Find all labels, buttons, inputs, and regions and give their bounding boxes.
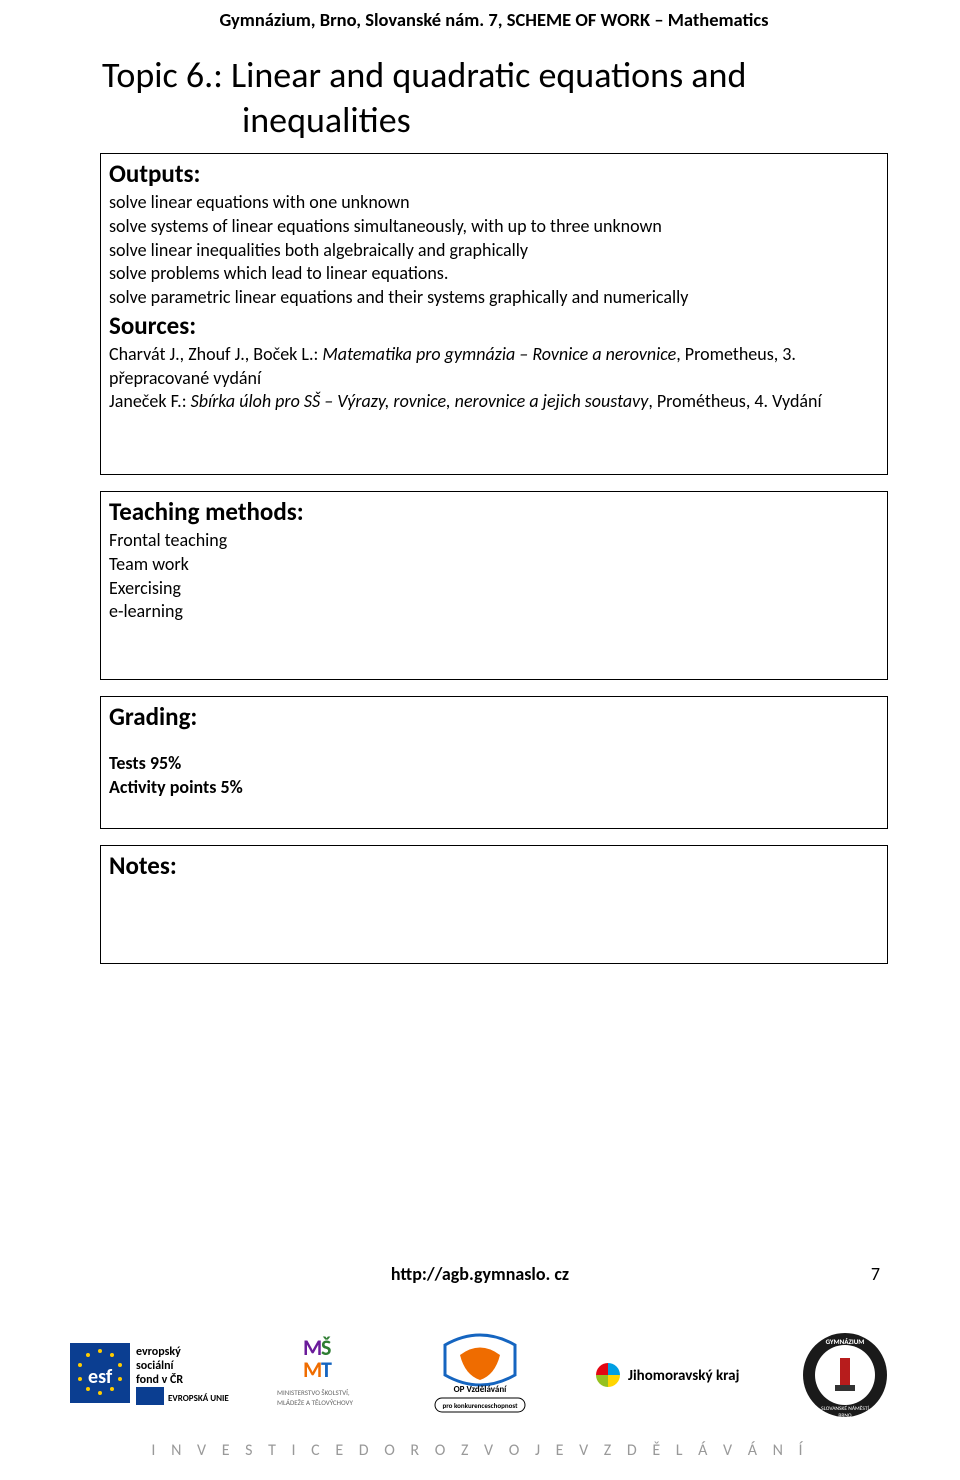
document-header: Gymnázium, Brno, Slovanské nám. 7, SCHEM…: [100, 8, 888, 31]
grading-line-1: Activity points 5%: [109, 776, 879, 800]
sources-heading: Sources:: [109, 310, 879, 341]
svg-text:MINISTERSTVO ŠKOLSTVÍ,: MINISTERSTVO ŠKOLSTVÍ,: [277, 1388, 350, 1397]
svg-text:OP Vzdělávání: OP Vzdělávání: [454, 1384, 508, 1395]
svg-text:BRNO: BRNO: [838, 1413, 852, 1419]
svg-text:EVROPSKÁ UNIE: EVROPSKÁ UNIE: [168, 1392, 229, 1404]
esf-logo: esf evropský sociální fond v ČR EVROPSKÁ…: [70, 1335, 230, 1415]
teaching-heading: Teaching methods:: [109, 496, 879, 527]
svg-text:GYMNÁZIUM: GYMNÁZIUM: [826, 1337, 865, 1346]
footer-invest-text: I N V E S T I C E D O R O Z V O J E V Z …: [0, 1441, 960, 1460]
teaching-box: Teaching methods: Frontal teaching Team …: [100, 491, 888, 680]
grading-box: Grading: Tests 95% Activity points 5%: [100, 696, 888, 829]
op-logo: OP Vzdělávání pro konkurenceschopnost: [425, 1330, 535, 1420]
topic-title: Topic 6.: Linear and quadratic equations…: [100, 53, 888, 143]
sources-ref2-prefix: Janeček F.:: [109, 390, 191, 412]
outputs-sources-box: Outputs: solve linear equations with one…: [100, 153, 888, 475]
outputs-line-2: solve linear inequalities both algebraic…: [109, 239, 879, 263]
msmt-logo: M Š M T MINISTERSTVO ŠKOLSTVÍ, MLÁDEŽE A…: [273, 1335, 383, 1415]
svg-text:pro konkurenceschopnost: pro konkurenceschopnost: [442, 1401, 518, 1410]
outputs-line-1: solve systems of linear equations simult…: [109, 215, 879, 239]
sources-ref1-prefix: Charvát J., Zhouf J., Boček L.:: [109, 343, 322, 365]
footer-logos: esf evropský sociální fond v ČR EVROPSKÁ…: [70, 1330, 890, 1420]
topic-line2: inequalities: [102, 98, 888, 143]
outputs-line-3: solve problems which lead to linear equa…: [109, 262, 879, 286]
grading-heading: Grading:: [109, 701, 879, 732]
outputs-heading: Outputs:: [109, 158, 879, 189]
sources-ref1: Charvát J., Zhouf J., Boček L.: Matemati…: [109, 343, 879, 391]
jmk-logo: Jihomoravský kraj: [578, 1345, 758, 1405]
teaching-line-1: Team work: [109, 553, 879, 577]
topic-line1: Topic 6.: Linear and quadratic equations…: [102, 53, 746, 97]
outputs-line-4: solve parametric linear equations and th…: [109, 286, 879, 310]
svg-text:esf: esf: [88, 1365, 113, 1389]
teaching-line-2: Exercising: [109, 577, 879, 601]
outputs-line-0: solve linear equations with one unknown: [109, 191, 879, 215]
footer-url: http://agb.gymnaslo. cz: [0, 1263, 960, 1285]
svg-text:sociální: sociální: [136, 1359, 175, 1373]
gymnazium-logo: GYMNÁZIUM SLOVANSKÉ NÁMĚSTÍ BRNO: [800, 1330, 890, 1420]
sources-ref1-italic: Matematika pro gymnázia – Rovnice a nero…: [322, 343, 676, 365]
svg-text:Jihomoravský kraj: Jihomoravský kraj: [628, 1367, 740, 1385]
sources-ref2-italic: Sbírka úloh pro SŠ – Výrazy, rovnice, ne…: [191, 390, 649, 412]
svg-text:T: T: [321, 1356, 332, 1383]
teaching-line-0: Frontal teaching: [109, 529, 879, 553]
notes-heading: Notes:: [109, 850, 879, 881]
sources-ref2-suffix: , Prométheus, 4. Vydání: [648, 390, 821, 412]
svg-text:SLOVANSKÉ NÁMĚSTÍ: SLOVANSKÉ NÁMĚSTÍ: [821, 1404, 869, 1412]
notes-box: Notes:: [100, 845, 888, 964]
svg-text:evropský: evropský: [136, 1345, 181, 1359]
svg-text:MLÁDEŽE A TĚLOVÝCHOVY: MLÁDEŽE A TĚLOVÝCHOVY: [277, 1398, 354, 1407]
page-number: 7: [871, 1263, 880, 1285]
svg-text:M: M: [303, 1356, 322, 1383]
sources-ref2: Janeček F.: Sbírka úloh pro SŠ – Výrazy,…: [109, 390, 879, 414]
grading-line-0: Tests 95%: [109, 752, 879, 776]
svg-text:fond v ČR: fond v ČR: [136, 1373, 183, 1387]
teaching-line-3: e-learning: [109, 600, 879, 624]
